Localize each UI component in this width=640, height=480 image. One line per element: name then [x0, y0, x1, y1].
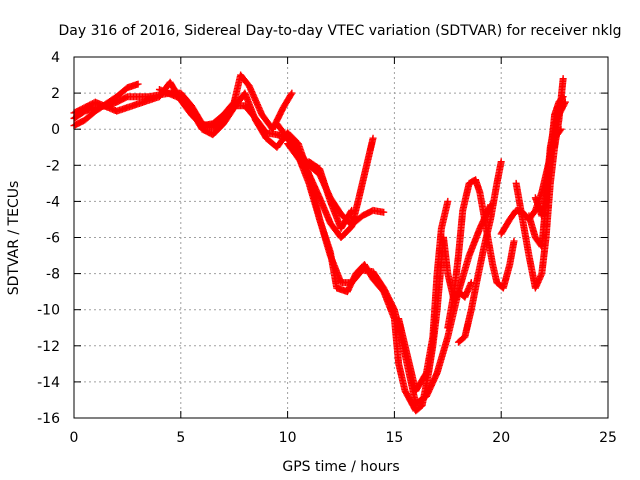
series-9 — [444, 176, 518, 332]
data-point — [134, 80, 142, 88]
data-points — [70, 71, 569, 415]
y-tick-label: 2 — [51, 86, 60, 102]
y-tick-label: -4 — [46, 194, 60, 210]
y-tick-label: -10 — [37, 303, 60, 319]
data-point — [561, 98, 569, 106]
data-point — [288, 89, 296, 97]
series-7 — [305, 158, 356, 232]
x-tick-label: 5 — [176, 430, 185, 446]
data-point — [497, 158, 505, 166]
y-tick-label: -12 — [37, 339, 60, 355]
y-tick-label: -16 — [37, 411, 60, 427]
y-tick-label: -6 — [46, 231, 60, 247]
data-point — [510, 237, 518, 245]
y-tick-label: -14 — [37, 375, 60, 391]
y-tick-label: -8 — [46, 267, 60, 283]
series-10 — [454, 158, 505, 346]
y-axis-tick-labels: -16 -14 -12 -10 -8 -6 -4 -2 0 2 4 — [37, 50, 60, 427]
plot-frame — [73, 56, 609, 419]
y-axis-title: SDTVAR / TECUs — [6, 181, 22, 296]
data-point — [558, 94, 566, 102]
x-tick-label: 10 — [279, 430, 297, 446]
y-tick-label: 4 — [51, 50, 60, 66]
data-point — [347, 208, 355, 216]
x-tick-label: 25 — [599, 430, 617, 446]
data-point — [348, 206, 356, 214]
data-point — [444, 197, 452, 205]
series-1 — [70, 80, 142, 130]
data-point — [380, 208, 388, 216]
series-8 — [395, 197, 452, 395]
series-6 — [284, 134, 377, 241]
data-point — [369, 134, 377, 142]
series-14 — [531, 98, 569, 220]
series-3 — [70, 71, 296, 133]
data-point — [467, 279, 475, 287]
x-axis-tick-labels: 0 5 10 15 20 25 — [70, 430, 617, 446]
data-point — [561, 100, 569, 108]
x-tick-label: 0 — [70, 430, 79, 446]
x-tick-label: 20 — [492, 430, 510, 446]
y-tick-label: 0 — [51, 122, 60, 138]
x-axis-title: GPS time / hours — [282, 459, 399, 475]
data-point — [287, 90, 295, 98]
chart-title: Day 316 of 2016, Sidereal Day-to-day VTE… — [59, 23, 622, 39]
y-tick-label: -2 — [46, 158, 60, 174]
x-tick-label: 15 — [385, 430, 403, 446]
data-point — [559, 93, 567, 101]
data-point — [559, 75, 567, 83]
